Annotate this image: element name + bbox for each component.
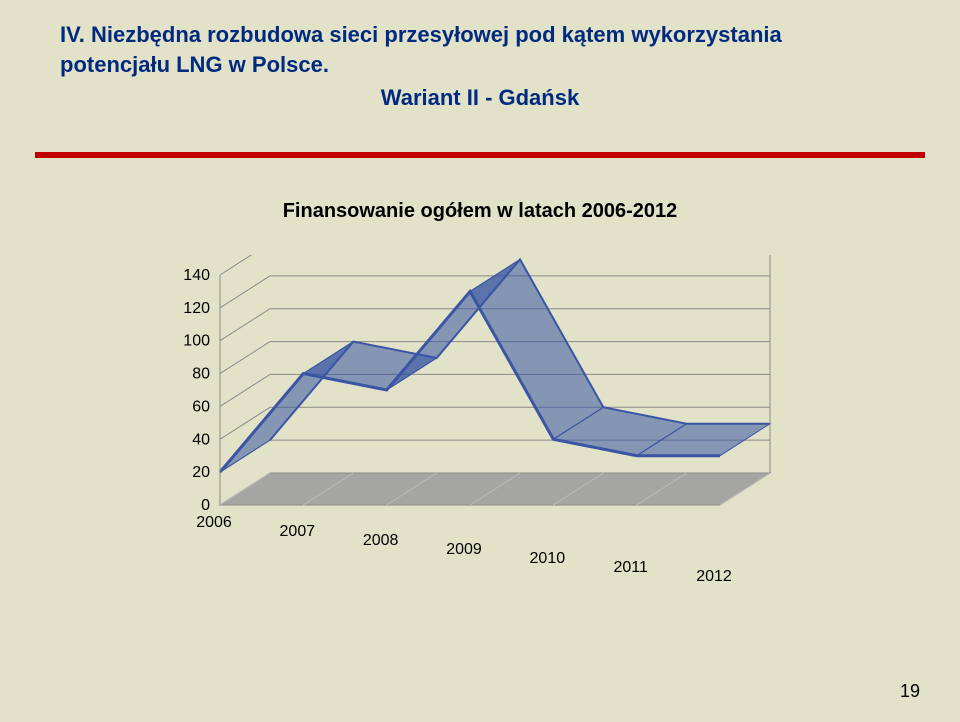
chart-svg: 0 20 40 60 80 100 120 140 2006 2007 2008 2009 2010 20… [130, 255, 830, 595]
svg-text:100: 100 [183, 333, 210, 350]
svg-text:140: 140 [183, 267, 210, 284]
page-number: 19 [900, 681, 920, 702]
heading-line-1: IV. Niezbędna rozbudowa sieci przesyłowe… [60, 20, 900, 50]
svg-text:120: 120 [183, 300, 210, 317]
svg-text:40: 40 [192, 431, 210, 448]
chart-title: Finansowanie ogółem w latach 2006-2012 [0, 200, 960, 223]
svg-text:80: 80 [192, 366, 210, 383]
svg-text:2009: 2009 [446, 541, 482, 558]
slide: IV. Niezbędna rozbudowa sieci przesyłowe… [0, 0, 960, 722]
svg-text:2012: 2012 [696, 568, 732, 585]
svg-text:2011: 2011 [613, 559, 648, 576]
svg-text:2008: 2008 [363, 532, 399, 549]
heading: IV. Niezbędna rozbudowa sieci przesyłowe… [60, 20, 900, 113]
svg-text:0: 0 [201, 497, 210, 514]
svg-text:60: 60 [192, 398, 210, 415]
divider-rule [35, 152, 925, 158]
heading-line-3: Wariant II - Gdańsk [60, 83, 900, 113]
heading-line-2: potencjału LNG w Polsce. [60, 50, 900, 80]
svg-text:2006: 2006 [196, 514, 232, 531]
svg-text:2007: 2007 [280, 523, 316, 540]
chart: 0 20 40 60 80 100 120 140 2006 2007 2008 2009 2010 20… [130, 255, 830, 595]
svg-text:2010: 2010 [530, 550, 566, 567]
svg-text:20: 20 [192, 464, 210, 481]
